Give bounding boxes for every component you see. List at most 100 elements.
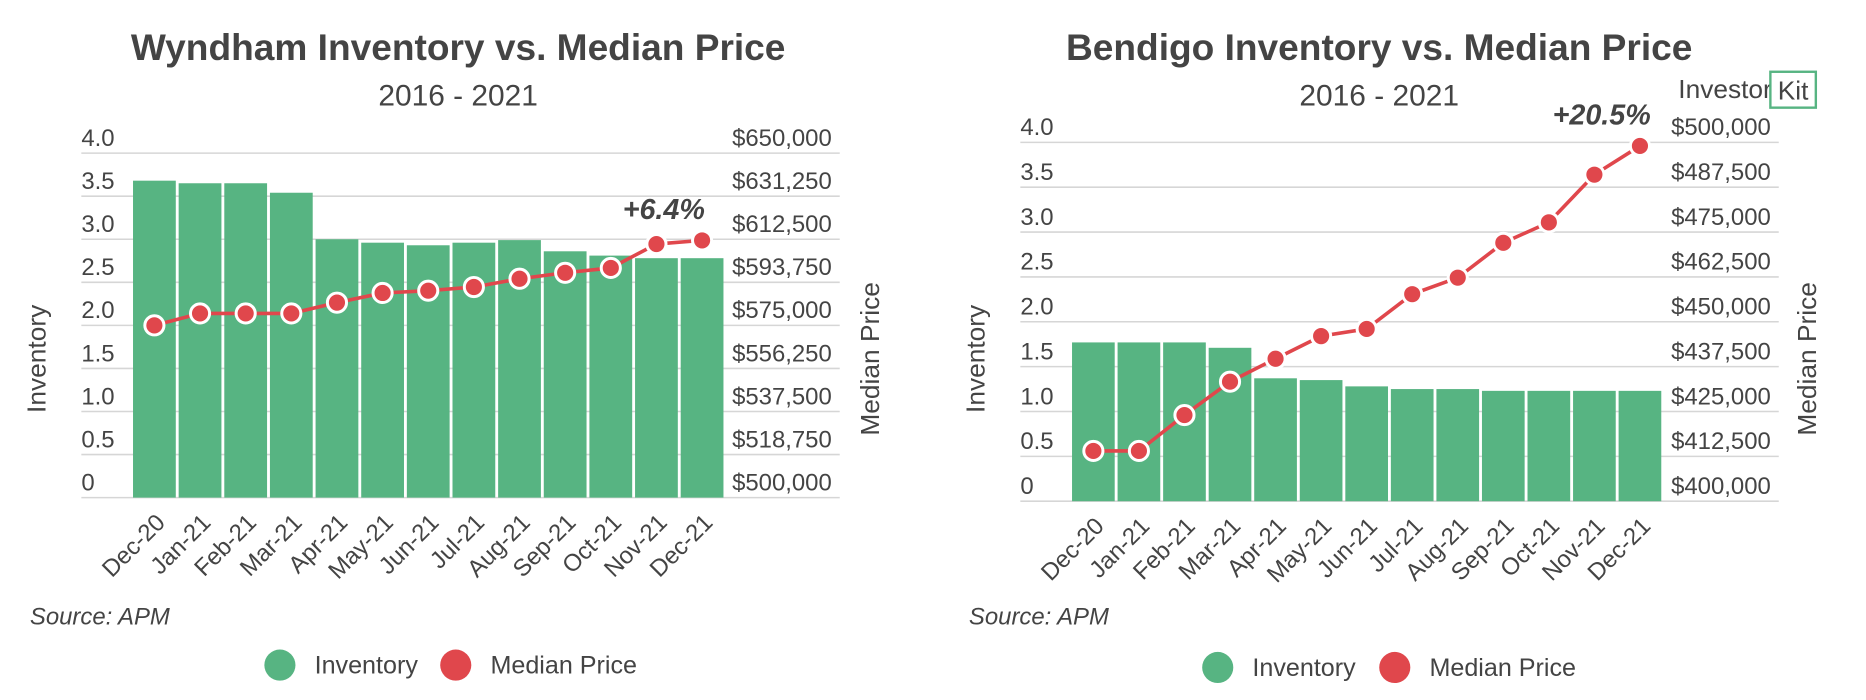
price-point bbox=[234, 302, 257, 325]
price-point bbox=[1355, 317, 1378, 341]
y-tick-label: 0 bbox=[81, 469, 94, 496]
chart-title: Bendigo Inventory vs. Median Price bbox=[1066, 26, 1692, 68]
scaled-root: Investor Kit Wyndham Inventory vs. Media… bbox=[21, 26, 1822, 684]
y-tick-label: 1.5 bbox=[1020, 338, 1053, 365]
bar bbox=[543, 251, 587, 498]
y-tick-label: 2.5 bbox=[1020, 249, 1053, 276]
y-tick-label: 3.0 bbox=[1020, 204, 1053, 231]
bar bbox=[1117, 342, 1161, 502]
y2-tick-label: $462,500 bbox=[1671, 249, 1771, 276]
price-point bbox=[1082, 439, 1105, 463]
bar bbox=[1072, 342, 1115, 502]
price-point bbox=[645, 232, 668, 256]
y2-tick-label: $450,000 bbox=[1671, 294, 1771, 321]
y-tick-label: 2.0 bbox=[81, 297, 114, 324]
y-tick-label: 3.0 bbox=[81, 211, 114, 238]
chart-title: Wyndham Inventory vs. Median Price bbox=[131, 26, 786, 68]
y-axis-title: Inventory bbox=[960, 304, 990, 413]
bar bbox=[680, 258, 724, 498]
price-point bbox=[462, 275, 485, 299]
y2-tick-label: $650,000 bbox=[732, 125, 832, 152]
y2-tick-label: $500,000 bbox=[732, 469, 832, 496]
bar bbox=[315, 239, 359, 498]
y2-tick-label: $412,500 bbox=[1671, 428, 1771, 455]
bar bbox=[635, 258, 678, 498]
price-point bbox=[325, 291, 349, 314]
y2-tick-label: $593,750 bbox=[732, 254, 832, 281]
source-note: Source: APM bbox=[969, 603, 1109, 630]
y-tick-label: 1.0 bbox=[1020, 383, 1053, 410]
legend-label: Median Price bbox=[490, 651, 637, 679]
brand-box bbox=[1769, 70, 1818, 109]
y2-tick-label: $575,000 bbox=[732, 297, 832, 324]
legend-swatch bbox=[1379, 651, 1411, 684]
price-point bbox=[1401, 283, 1424, 306]
bar bbox=[178, 183, 222, 498]
price-point bbox=[1628, 134, 1652, 158]
y-tick-label: 1.5 bbox=[81, 340, 114, 367]
price-point bbox=[691, 229, 714, 252]
bar bbox=[361, 242, 404, 498]
price-point bbox=[554, 261, 577, 284]
bar bbox=[1390, 389, 1434, 502]
change-annotation: +20.5% bbox=[1553, 99, 1651, 131]
source-note: Source: APM bbox=[30, 603, 170, 630]
brand-accent: Kit bbox=[1778, 75, 1809, 105]
y2-tick-label: $612,500 bbox=[732, 211, 832, 238]
legend-swatch bbox=[440, 649, 472, 681]
price-point bbox=[143, 314, 166, 337]
price-point bbox=[1446, 266, 1469, 289]
price-point bbox=[1310, 325, 1333, 348]
y2-tick-label: $631,250 bbox=[732, 168, 832, 195]
change-annotation: +6.4% bbox=[623, 194, 705, 226]
legend-label: Inventory bbox=[315, 651, 419, 679]
price-point bbox=[280, 302, 303, 325]
brand-text: Investor bbox=[1678, 74, 1772, 104]
y-tick-label: 2.0 bbox=[1020, 294, 1053, 321]
y2-tick-label: $518,750 bbox=[732, 426, 832, 453]
y-tick-label: 4.0 bbox=[1020, 114, 1053, 141]
y2-tick-label: $400,000 bbox=[1671, 473, 1771, 500]
y-tick-label: 3.5 bbox=[81, 168, 114, 195]
price-point bbox=[508, 267, 531, 290]
y-tick-label: 2.5 bbox=[81, 254, 114, 281]
y-tick-label: 4.0 bbox=[81, 125, 114, 152]
bar bbox=[589, 255, 633, 498]
price-point bbox=[1492, 231, 1515, 254]
price-point bbox=[188, 302, 212, 325]
bar bbox=[1573, 390, 1616, 502]
y2-tick-label: $425,000 bbox=[1671, 383, 1771, 410]
bar bbox=[1345, 386, 1388, 502]
chart-subtitle: 2016 - 2021 bbox=[1299, 79, 1459, 112]
bar bbox=[1436, 389, 1480, 502]
chart-subtitle: 2016 - 2021 bbox=[378, 79, 538, 112]
bar bbox=[1527, 390, 1571, 502]
price-point bbox=[417, 279, 440, 302]
y-tick-label: 0 bbox=[1020, 473, 1033, 500]
bar bbox=[224, 183, 268, 498]
bar bbox=[1299, 380, 1343, 502]
bar bbox=[133, 180, 176, 498]
y2-tick-label: $556,250 bbox=[732, 340, 832, 367]
y-tick-label: 0.5 bbox=[81, 426, 114, 453]
price-point bbox=[1173, 404, 1196, 427]
legend-label: Inventory bbox=[1252, 654, 1356, 682]
legend-swatch bbox=[264, 649, 296, 681]
bar bbox=[269, 192, 313, 498]
y-tick-label: 1.0 bbox=[81, 383, 114, 410]
price-point bbox=[1537, 211, 1560, 234]
price-point bbox=[1218, 370, 1242, 393]
price-point bbox=[371, 281, 394, 305]
brand-logo: Investor Kit bbox=[1678, 70, 1818, 109]
legend-swatch bbox=[1202, 651, 1234, 684]
y2-axis-title: Median Price bbox=[855, 282, 885, 435]
y-tick-label: 0.5 bbox=[1020, 428, 1053, 455]
y2-axis-title: Median Price bbox=[1792, 282, 1822, 435]
price-point bbox=[1264, 347, 1287, 370]
bar bbox=[1254, 378, 1297, 502]
y2-tick-label: $437,500 bbox=[1671, 338, 1771, 365]
y2-tick-label: $500,000 bbox=[1671, 114, 1771, 141]
bar bbox=[1481, 390, 1525, 502]
